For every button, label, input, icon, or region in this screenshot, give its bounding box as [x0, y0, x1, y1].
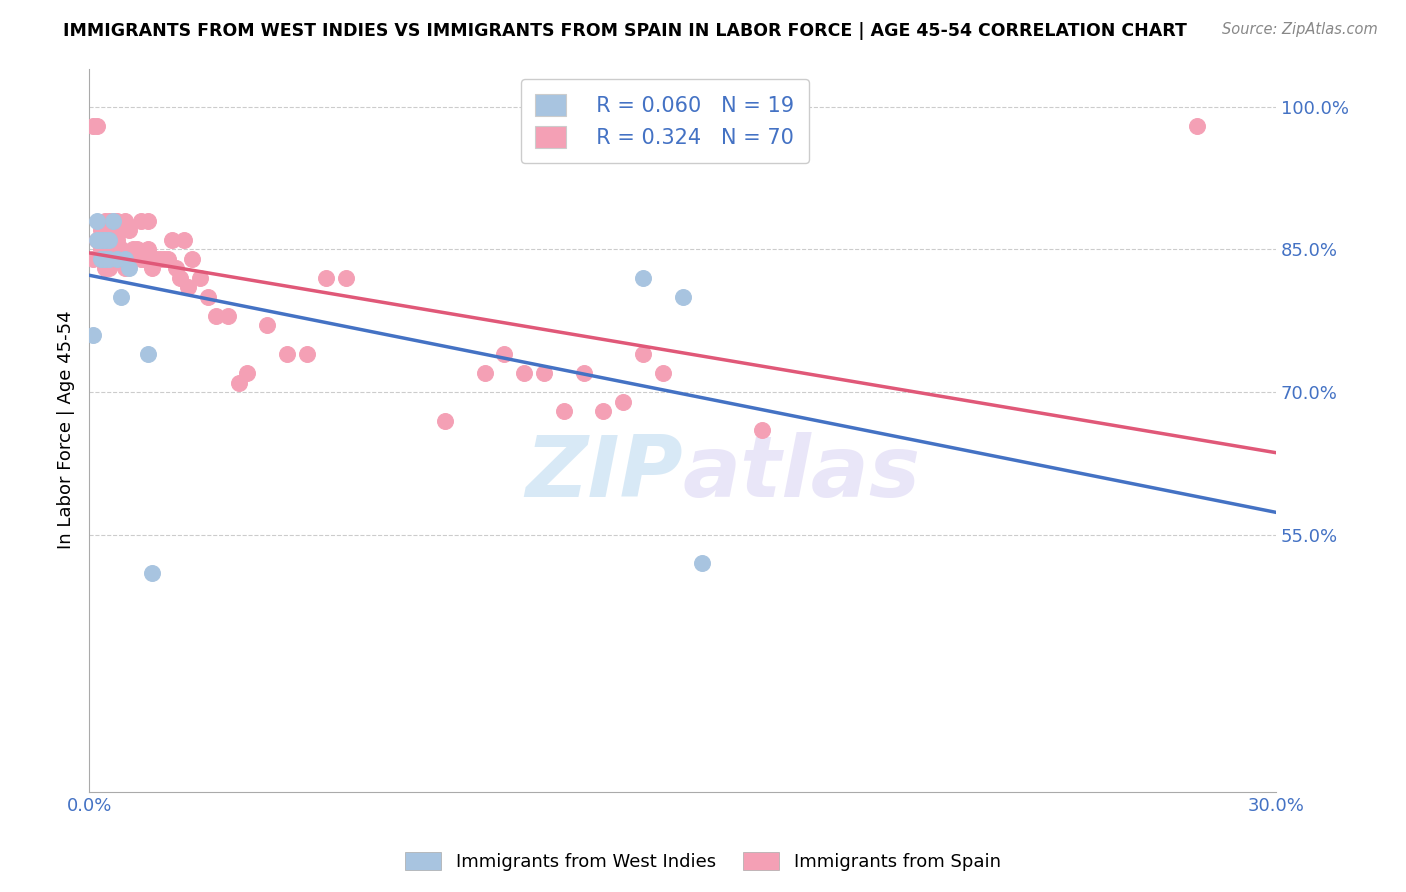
Legend:   R = 0.060   N = 19,   R = 0.324   N = 70: R = 0.060 N = 19, R = 0.324 N = 70 [520, 78, 808, 163]
Point [256, 318, 278, 333]
Point [110, 243, 132, 257]
Point [117, 261, 139, 276]
Point [97, 252, 120, 266]
Point [94, 233, 117, 247]
Legend: Immigrants from West Indies, Immigrants from Spain: Immigrants from West Indies, Immigrants … [398, 845, 1008, 879]
Point [97, 233, 120, 247]
Point [105, 252, 128, 266]
Point [138, 243, 160, 257]
Point [86, 213, 108, 227]
Point [90, 243, 112, 257]
Point [631, 347, 654, 361]
Point [97, 213, 120, 227]
Point [97, 233, 120, 247]
Y-axis label: In Labor Force | Age 45-54: In Labor Force | Age 45-54 [58, 310, 75, 549]
Point [138, 213, 160, 227]
Point [197, 290, 219, 304]
Point [141, 566, 163, 580]
Point [160, 233, 183, 247]
Point [114, 252, 136, 266]
Point [188, 271, 211, 285]
Point [105, 252, 128, 266]
Text: Source: ZipAtlas.com: Source: ZipAtlas.com [1222, 22, 1378, 37]
Point [117, 223, 139, 237]
Point [90, 252, 112, 266]
Point [315, 271, 337, 285]
Point [101, 252, 124, 266]
Point [276, 347, 298, 361]
Point [631, 271, 654, 285]
Point [105, 233, 128, 247]
Point [671, 290, 693, 304]
Point [169, 271, 191, 285]
Point [592, 404, 614, 418]
Point [101, 213, 124, 227]
Point [82, 119, 104, 133]
Point [533, 366, 555, 380]
Point [86, 233, 108, 247]
Point [553, 404, 575, 418]
Point [690, 557, 713, 571]
Point [134, 252, 156, 266]
Point [86, 233, 108, 247]
Point [513, 366, 536, 380]
Point [117, 252, 139, 266]
Point [149, 252, 172, 266]
Point [90, 233, 112, 247]
Point [651, 366, 673, 380]
Point [86, 119, 108, 133]
Point [335, 271, 357, 285]
Point [125, 243, 148, 257]
Point [110, 223, 132, 237]
Point [1185, 119, 1208, 133]
Text: atlas: atlas [682, 432, 921, 515]
Point [105, 213, 128, 227]
Point [114, 213, 136, 227]
Point [90, 252, 112, 266]
Point [94, 213, 117, 227]
Point [165, 261, 187, 276]
Point [177, 280, 200, 294]
Point [121, 243, 143, 257]
Point [94, 252, 117, 266]
Point [204, 309, 226, 323]
Point [110, 290, 132, 304]
Point [751, 423, 773, 437]
Point [153, 252, 176, 266]
Point [228, 376, 250, 390]
Text: IMMIGRANTS FROM WEST INDIES VS IMMIGRANTS FROM SPAIN IN LABOR FORCE | AGE 45-54 : IMMIGRANTS FROM WEST INDIES VS IMMIGRANT… [63, 22, 1187, 40]
Point [474, 366, 496, 380]
Point [138, 347, 160, 361]
Point [494, 347, 516, 361]
Point [572, 366, 595, 380]
Point [101, 213, 124, 227]
Point [217, 309, 239, 323]
Point [157, 252, 180, 266]
Point [90, 252, 112, 266]
Point [82, 328, 104, 343]
Point [145, 252, 167, 266]
Point [82, 252, 104, 266]
Point [236, 366, 259, 380]
Point [181, 252, 204, 266]
Point [97, 261, 120, 276]
Point [101, 223, 124, 237]
Point [90, 223, 112, 237]
Point [94, 252, 117, 266]
Point [295, 347, 318, 361]
Point [129, 213, 152, 227]
Point [612, 394, 634, 409]
Point [94, 261, 117, 276]
Point [129, 252, 152, 266]
Point [90, 233, 112, 247]
Point [434, 414, 457, 428]
Point [114, 261, 136, 276]
Point [141, 261, 163, 276]
Text: ZIP: ZIP [524, 432, 682, 515]
Point [173, 233, 195, 247]
Point [94, 243, 117, 257]
